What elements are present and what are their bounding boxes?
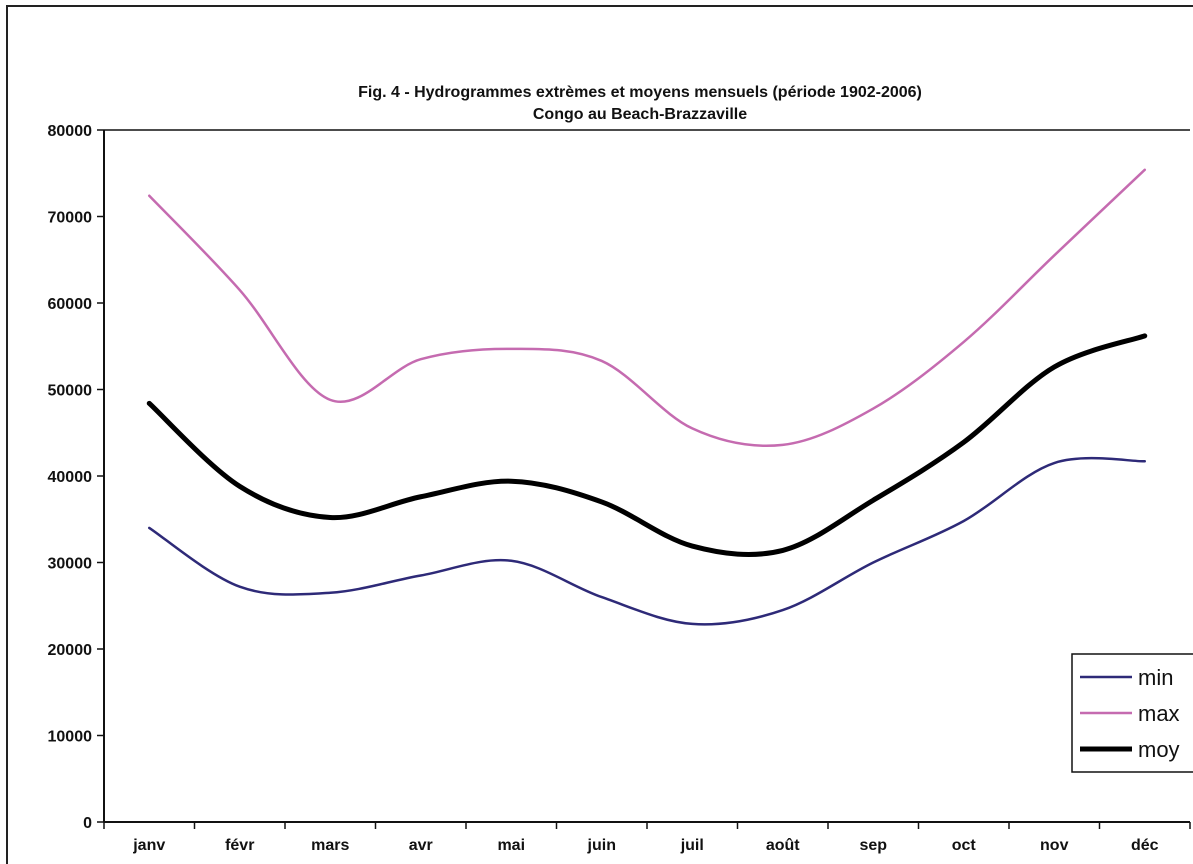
- axes: 0 10000 20000 30000 40000 50000 60000 70000 8000…: [48, 123, 1191, 854]
- x-tick-label: sep: [859, 837, 887, 854]
- chart-frame: [6, 5, 1193, 864]
- x-tick-label: oct: [952, 837, 977, 854]
- x-tick-label: janv: [132, 837, 165, 854]
- x-tick-label: avr: [409, 837, 433, 854]
- series-line-min: [148, 456, 1146, 626]
- y-tick-label: 20000: [48, 642, 93, 659]
- y-tick-label: 30000: [48, 556, 93, 573]
- series-layer: [146, 168, 1148, 626]
- y-tick-label: 40000: [48, 469, 93, 486]
- x-tick-label: juin: [587, 837, 616, 854]
- chart-subtitle: Congo au Beach-Brazzaville: [533, 106, 747, 123]
- x-tick-label: déc: [1131, 837, 1159, 854]
- chart-title: Fig. 4 - Hydrogrammes extrèmes et moyens…: [358, 84, 922, 101]
- y-tick-label: 60000: [48, 296, 93, 313]
- x-tick-label: mai: [497, 837, 525, 854]
- legend-label-min: min: [1138, 665, 1173, 690]
- x-tick-label: août: [766, 837, 800, 854]
- legend-label-max: max: [1138, 701, 1180, 726]
- x-tick-label: juil: [680, 837, 704, 854]
- x-tick-label: févr: [225, 837, 254, 854]
- legend: min max moy: [1071, 653, 1193, 773]
- y-tick-label: 10000: [48, 729, 93, 746]
- y-tick-label: 70000: [48, 210, 93, 227]
- x-tick-label: mars: [311, 837, 349, 854]
- series-line-max: [148, 168, 1146, 448]
- x-tick-label: nov: [1040, 837, 1069, 854]
- y-tick-label: 0: [83, 815, 92, 832]
- legend-label-moy: moy: [1138, 737, 1180, 762]
- series-line-moy: [146, 333, 1148, 557]
- y-tick-label: 80000: [48, 123, 93, 140]
- y-tick-label: 50000: [48, 383, 93, 400]
